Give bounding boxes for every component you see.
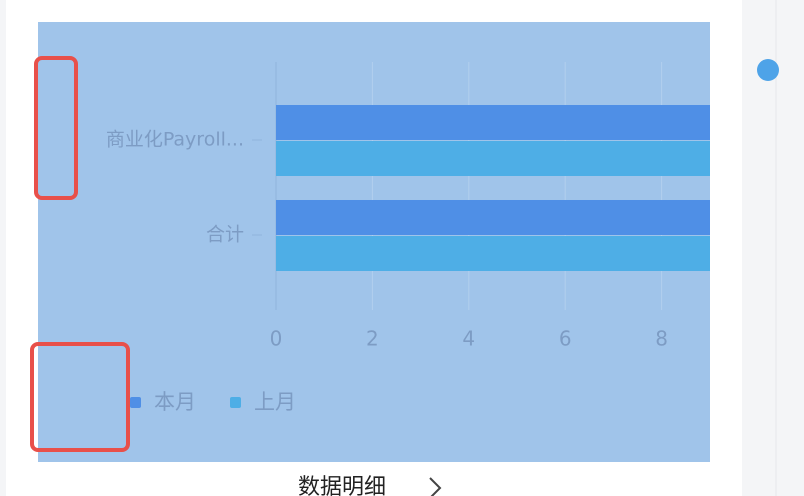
legend-swatch bbox=[230, 397, 241, 408]
x-tick-label: 0 bbox=[270, 327, 283, 351]
tooltip-arrow bbox=[62, 6, 88, 19]
x-tick-label: 4 bbox=[462, 327, 475, 351]
x-tick-label: 6 bbox=[559, 327, 572, 351]
chevron[interactable] bbox=[429, 477, 442, 496]
legend-label: 上月 bbox=[254, 390, 296, 414]
bar bbox=[276, 105, 710, 140]
highlight-box bbox=[34, 56, 78, 200]
x-tick-label: 8 bbox=[655, 327, 668, 351]
side-icon[interactable] bbox=[757, 59, 779, 81]
y-tick-label: 商业化Payroll... bbox=[106, 129, 244, 151]
bar bbox=[276, 200, 710, 235]
detail-link[interactable]: 数据明细 bbox=[298, 475, 386, 496]
y-tick-label: 合计 bbox=[206, 224, 244, 246]
tooltip bbox=[38, 0, 542, 6]
legend-swatch bbox=[130, 397, 141, 408]
bar bbox=[276, 141, 710, 176]
plot bbox=[275, 62, 710, 310]
x-tick-label: 2 bbox=[366, 327, 379, 351]
legend-label: 本月 bbox=[154, 390, 196, 414]
highlight-box bbox=[30, 342, 130, 452]
bar bbox=[276, 236, 710, 271]
